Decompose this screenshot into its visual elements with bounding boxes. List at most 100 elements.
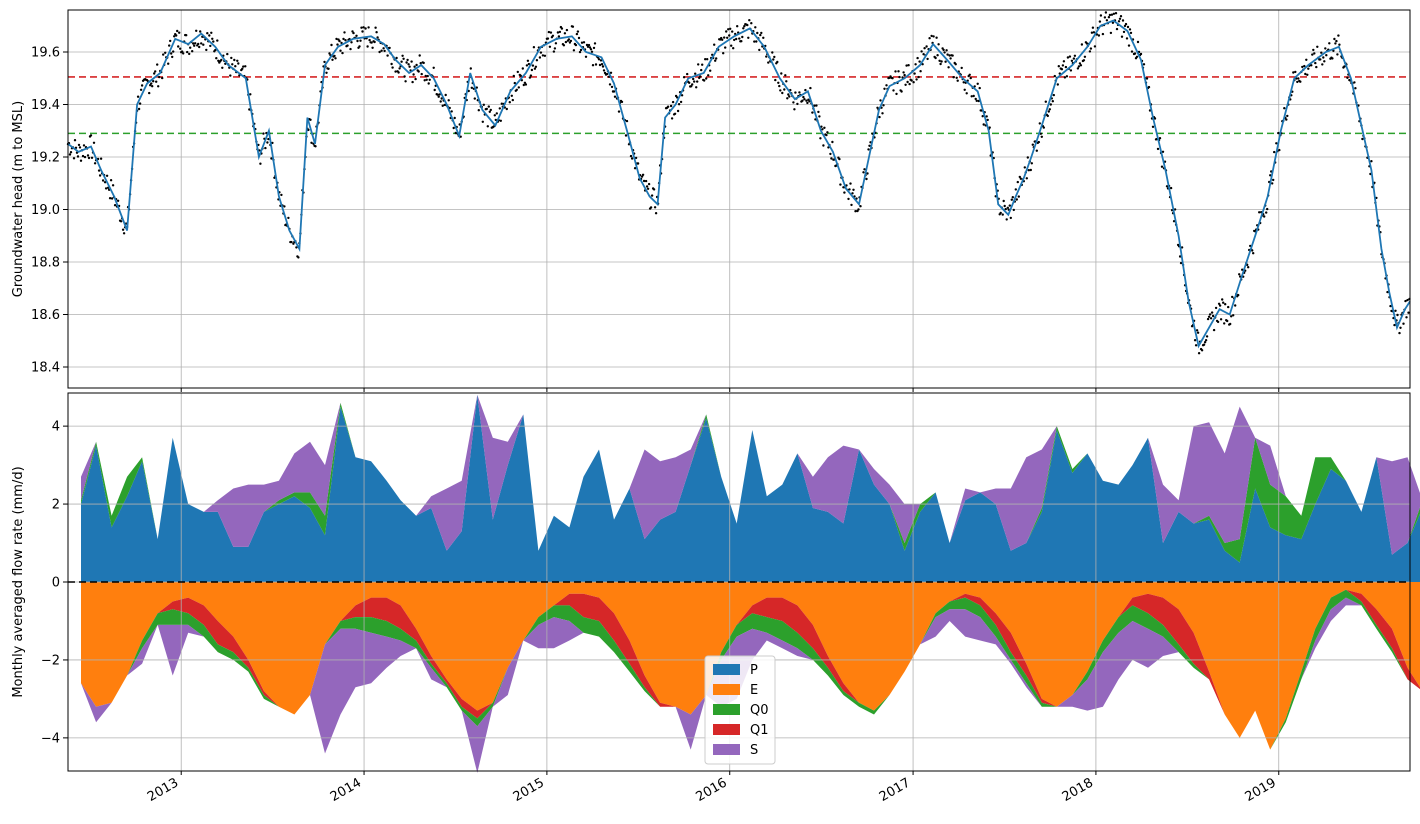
observation-point (1030, 162, 1034, 165)
observation-point (331, 58, 334, 61)
top-ytick-label-5: 19.4 (31, 98, 60, 113)
observation-point (216, 39, 219, 42)
observation-point (605, 72, 609, 76)
observation-point (728, 34, 731, 37)
observation-point (104, 187, 108, 190)
legend-label-s: S (750, 743, 758, 758)
observation-point (1331, 57, 1334, 60)
observation-point (441, 104, 444, 108)
observation-point (850, 203, 853, 207)
observation-point (686, 72, 689, 76)
observation-point (852, 188, 855, 191)
observation-point (724, 46, 727, 49)
observation-point (97, 169, 101, 172)
observation-point (390, 62, 393, 66)
observation-point (915, 78, 918, 81)
observation-point (1406, 298, 1409, 302)
observation-point (774, 78, 777, 82)
observation-point (830, 157, 833, 160)
observation-point (76, 155, 80, 158)
observation-point (140, 84, 144, 87)
observation-point (784, 74, 787, 77)
observation-point (1241, 268, 1244, 271)
observation-point (793, 108, 796, 111)
observation-point (1135, 55, 1139, 58)
observation-point (249, 93, 252, 96)
observation-point (969, 76, 972, 80)
observation-point (427, 82, 430, 85)
observation-point (970, 95, 973, 98)
observation-point (1322, 56, 1325, 59)
observation-point (121, 228, 125, 231)
observation-point (1196, 331, 1200, 334)
observation-point (811, 111, 814, 114)
simulated-head-line (67, 19, 1411, 349)
observation-point (620, 100, 624, 104)
observation-point (1286, 114, 1289, 118)
observation-point (1332, 49, 1335, 52)
observation-point (1238, 273, 1241, 276)
observation-point (907, 63, 910, 67)
observation-point (380, 49, 383, 52)
observation-point (650, 194, 654, 197)
observation-point (73, 139, 77, 142)
observation-point (344, 39, 347, 42)
top-ytick-label-2: 18.8 (31, 256, 60, 271)
observation-point (670, 117, 674, 120)
observation-point (891, 77, 894, 80)
observation-point (1226, 319, 1229, 323)
observation-point (598, 63, 602, 67)
observation-point (1178, 255, 1182, 258)
observation-point (266, 141, 269, 144)
observation-point (599, 59, 603, 62)
observation-point (376, 36, 379, 39)
bottom-x-ticks: 2013 2014 2015 2016 2017 2018 2019 (145, 771, 1280, 805)
observation-point (919, 70, 922, 73)
observation-point (653, 206, 657, 209)
legend-swatch-q1 (713, 724, 740, 735)
observation-point (1229, 322, 1232, 326)
observation-point (1338, 43, 1341, 46)
observation-point (1402, 322, 1405, 325)
observation-point (1160, 165, 1164, 168)
observation-point (580, 41, 584, 44)
observation-point (519, 74, 522, 78)
observation-point (420, 72, 423, 76)
observation-point (370, 41, 373, 44)
observation-point (1076, 67, 1080, 70)
observation-point (892, 89, 895, 92)
observation-point (89, 134, 93, 137)
observation-point (459, 135, 462, 138)
observation-point (173, 35, 176, 38)
observation-point (547, 30, 551, 34)
observation-point (778, 84, 781, 88)
top-ytick-label-6: 19.6 (31, 46, 60, 61)
observation-point (1297, 77, 1300, 80)
observation-point (1085, 42, 1089, 45)
observation-point (177, 45, 180, 48)
observation-point (414, 77, 417, 81)
observation-point (988, 126, 991, 129)
observation-point (1118, 17, 1122, 20)
observation-point (630, 157, 634, 160)
observation-point (750, 22, 753, 25)
observation-point (383, 49, 386, 53)
observation-point (486, 125, 489, 128)
observation-point (498, 107, 501, 110)
observation-point (432, 66, 435, 70)
observation-point (564, 40, 568, 44)
observation-point (882, 104, 885, 107)
top-ytick-label-4: 19.2 (31, 151, 60, 166)
observation-point (487, 105, 490, 108)
observation-point (90, 156, 94, 159)
observation-point (936, 54, 939, 57)
observation-point (103, 181, 107, 184)
observation-point (526, 59, 530, 62)
area-q1 (81, 589, 1420, 750)
observation-point (323, 60, 326, 64)
bottom-ytick-label-0: −4 (41, 731, 60, 746)
observation-point (741, 35, 744, 39)
observation-point (801, 99, 804, 102)
observation-point (488, 110, 491, 114)
observation-point (680, 94, 684, 97)
